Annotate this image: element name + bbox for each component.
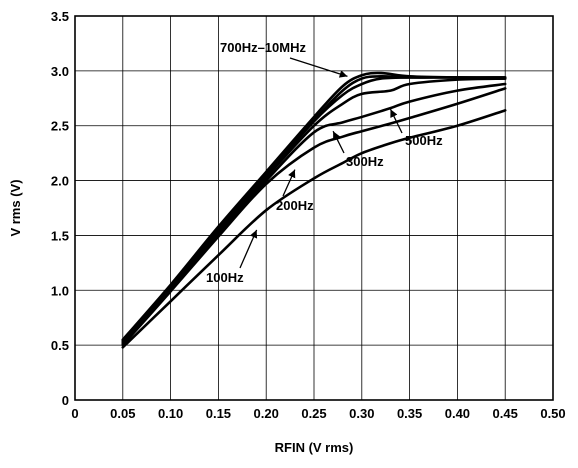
plot-frame: [74, 15, 554, 401]
series-line-300hz: [121, 82, 507, 346]
series-lines: [121, 71, 507, 349]
x-tick-label: 0.25: [301, 406, 326, 421]
y-tick-label: 3.0: [51, 64, 69, 79]
annotation-label: 500Hz: [405, 133, 443, 148]
y-tick-label: 2.5: [51, 119, 69, 134]
annotation-arrow: [282, 169, 296, 197]
x-tick-label: 0.30: [349, 406, 374, 421]
y-tick-label: 0.5: [51, 338, 69, 353]
annotation-label: 700Hz–10MHz: [220, 40, 306, 55]
annotations: 700Hz–10MHz 500Hz 300Hz 200Hz 100Hz: [206, 40, 443, 285]
series-line-200hz: [121, 87, 507, 347]
x-tick-labels: 0 0.05 0.10 0.15 0.20 0.25 0.30 0.35 0.40 0.45 0.5…: [71, 406, 565, 421]
x-tick-label: 0.35: [397, 406, 422, 421]
annotation-arrow: [389, 108, 403, 134]
y-axis-title: V rms (V): [8, 179, 23, 236]
x-tick-label: 0.10: [158, 406, 183, 421]
x-tick-label: 0.05: [110, 406, 135, 421]
x-tick-label: 0: [71, 406, 78, 421]
x-tick-label: 0.45: [493, 406, 518, 421]
annotation-arrow: [332, 130, 345, 154]
y-tick-label: 2.0: [51, 174, 69, 189]
y-tick-label: 3.5: [51, 9, 69, 24]
y-tick-label: 1.0: [51, 283, 69, 298]
annotation-label: 300Hz: [346, 154, 384, 169]
x-tick-label: 0.50: [540, 406, 565, 421]
x-axis-title: RFIN (V rms): [275, 440, 354, 455]
y-tick-label: 1.5: [51, 228, 69, 243]
y-tick-labels: 0 0.5 1.0 1.5 2.0 2.5 3.0 3.5: [51, 9, 69, 408]
annotation-arrow: [289, 57, 348, 78]
annotation-arrow: [239, 229, 258, 269]
grid: [74, 15, 554, 401]
y-tick-label: 0: [62, 393, 69, 408]
x-tick-label: 0.15: [206, 406, 231, 421]
annotation-label: 200Hz: [276, 198, 314, 213]
annotation-label: 100Hz: [206, 270, 244, 285]
series-line-100hz: [121, 109, 507, 349]
x-tick-label: 0.40: [445, 406, 470, 421]
x-tick-label: 0.20: [254, 406, 279, 421]
